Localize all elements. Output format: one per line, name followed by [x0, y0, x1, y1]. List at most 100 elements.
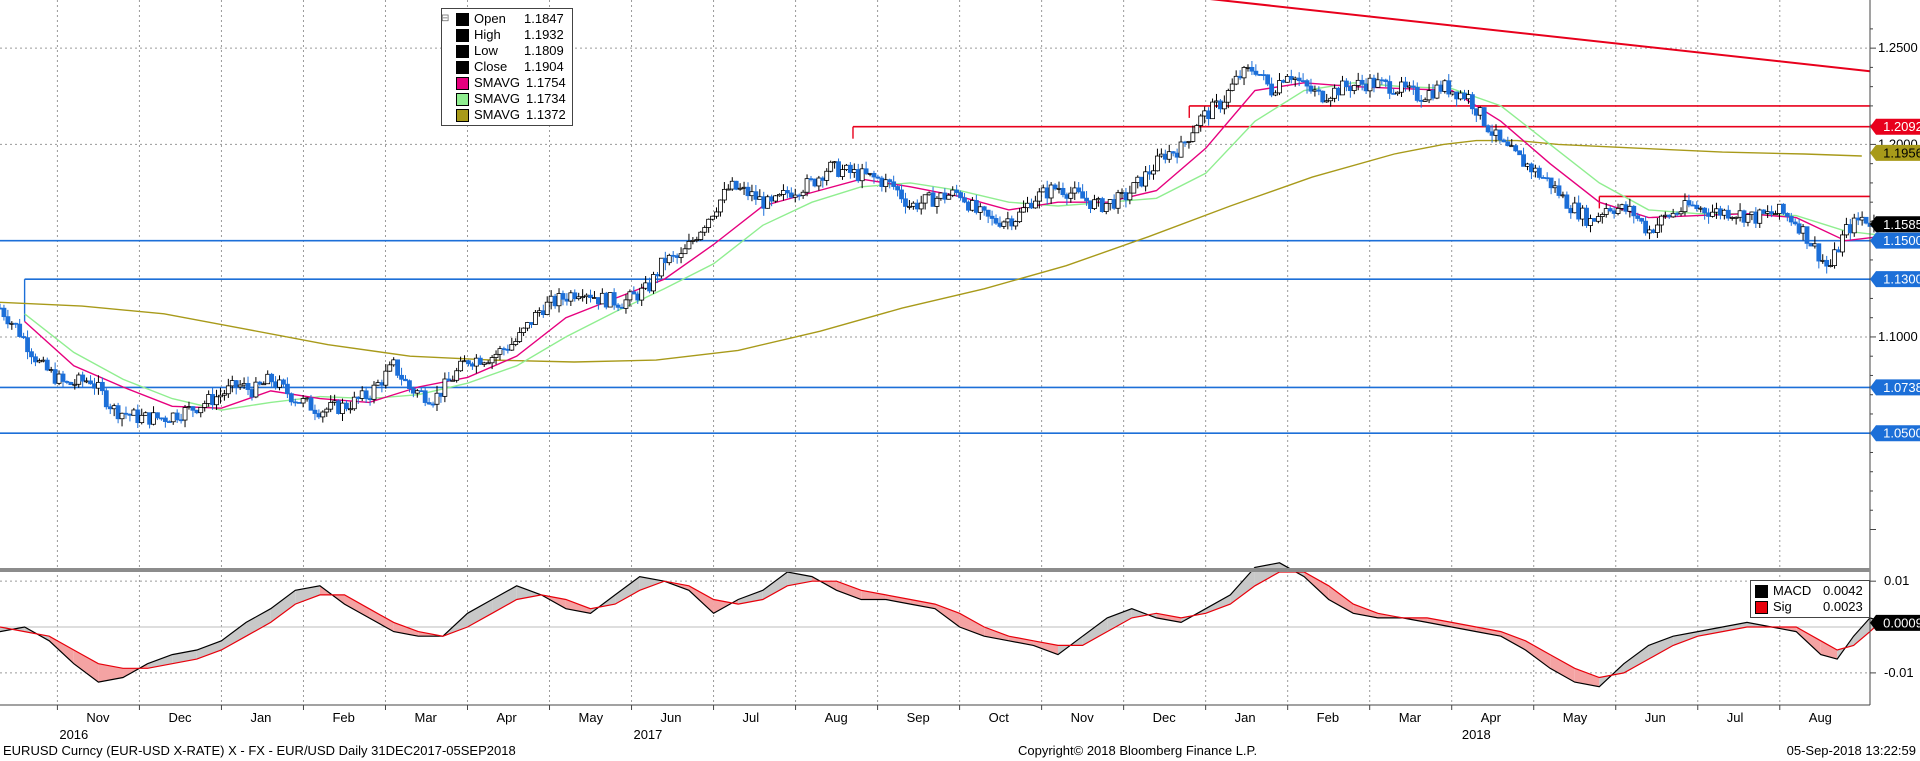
candle-body — [1780, 203, 1786, 214]
candle-body — [749, 191, 755, 197]
candle-body — [1379, 79, 1385, 82]
macd-histogram-fill — [910, 599, 935, 609]
legend-label: SMAVG — [474, 91, 520, 106]
candle-body — [1560, 194, 1566, 197]
candle-body — [635, 293, 641, 301]
candle-body — [887, 179, 893, 183]
candle-body — [639, 287, 645, 301]
macd-histogram-fill — [1304, 572, 1329, 600]
candle-body — [76, 374, 82, 385]
candle-body — [296, 402, 302, 404]
candle-body — [1757, 209, 1763, 224]
macd-histogram-fill — [787, 572, 812, 586]
candle-body — [253, 381, 259, 398]
candle-body — [1828, 265, 1834, 267]
candle-body — [914, 202, 920, 210]
candle-body — [1418, 100, 1424, 102]
candle-body — [1166, 151, 1172, 160]
macd-histogram-fill — [1574, 668, 1600, 687]
candle-body — [340, 402, 345, 414]
candle-body — [572, 292, 578, 300]
candle-body — [1363, 83, 1369, 92]
price-legend-row: SMAVG 1.1734 — [456, 91, 566, 107]
candle-body — [643, 282, 649, 289]
legend-label: Open — [474, 11, 506, 26]
candle-body — [1032, 200, 1038, 209]
macd-histogram-fill — [1033, 640, 1059, 655]
candle-body — [1462, 92, 1467, 100]
macd-histogram-fill — [959, 613, 985, 637]
price-legend[interactable]: ⊟ Open 1.1847 High 1.1932 Low 1.1809 Close 1.19… — [441, 8, 573, 126]
candle-body — [1119, 192, 1125, 194]
candle-body — [1446, 80, 1452, 95]
candle-body — [383, 370, 389, 386]
candle-body — [1257, 74, 1263, 76]
candle-body — [1769, 211, 1774, 215]
candle-body — [721, 188, 727, 201]
candle-body — [926, 192, 932, 196]
candle-body — [1686, 200, 1692, 206]
candle-body — [1371, 77, 1377, 88]
candle-body — [292, 401, 298, 404]
candle-body — [1544, 177, 1550, 180]
candle-body — [1308, 85, 1314, 92]
candle-body — [1277, 80, 1282, 94]
candle-body — [1269, 83, 1274, 96]
candle-body — [1202, 110, 1208, 117]
price-tag-label: 1.2092 — [1883, 119, 1920, 134]
macd-histogram-fill — [147, 654, 173, 669]
candle-body — [1178, 141, 1184, 158]
candle-body — [1076, 187, 1082, 193]
candle-body — [997, 222, 1003, 227]
legend-swatch — [456, 76, 469, 90]
candle-body — [1399, 81, 1404, 93]
month-label: May — [579, 710, 604, 725]
candle-body — [1477, 107, 1483, 116]
candle-body — [194, 409, 200, 414]
candle-body — [733, 180, 739, 190]
candle-body — [666, 254, 672, 264]
candle-body — [934, 197, 940, 207]
candle-body — [1702, 207, 1708, 214]
candle-body — [88, 380, 93, 385]
footer-left: EURUSD Curncy (EUR-USD X-RATE) X - FX - … — [3, 743, 516, 758]
candle-body — [1092, 199, 1097, 209]
macd-histogram-fill — [270, 590, 296, 623]
month-label: Aug — [1809, 710, 1832, 725]
macd-histogram-fill — [221, 622, 247, 650]
candle-body — [1749, 211, 1755, 215]
candle-body — [844, 164, 849, 171]
macd-tag — [1870, 614, 1920, 631]
candle-body — [304, 397, 310, 400]
candle-body — [1438, 84, 1444, 92]
panel-separator — [0, 568, 1870, 572]
candle-body — [1344, 80, 1349, 88]
candle-body — [1643, 220, 1648, 234]
candle-body — [1225, 90, 1231, 103]
candle-body — [371, 384, 377, 400]
candle-body — [458, 360, 464, 372]
candle-body — [60, 373, 66, 382]
candle-body — [607, 292, 613, 308]
macd-legend[interactable]: MACD 0.0042 Sig 0.0023 — [1750, 580, 1870, 618]
candle-body — [25, 337, 30, 353]
macd-histogram-fill — [738, 590, 763, 605]
month-label: May — [1563, 710, 1588, 725]
macd-histogram-fill — [1820, 640, 1838, 660]
candle-body — [281, 379, 286, 385]
candle-body — [1489, 131, 1495, 136]
candle-body — [1103, 203, 1109, 212]
candle-body — [1824, 259, 1830, 267]
candle-body — [1249, 66, 1255, 72]
macd-histogram-fill — [49, 636, 74, 664]
macd-histogram-fill — [885, 594, 911, 605]
candle-body — [1753, 211, 1759, 224]
legend-collapse-icon[interactable]: ⊟ — [441, 13, 450, 24]
price-tag — [1870, 232, 1920, 249]
candle-body — [190, 406, 196, 411]
candle-body — [1391, 92, 1397, 95]
candle-body — [1627, 205, 1633, 212]
candle-body — [1442, 80, 1448, 92]
